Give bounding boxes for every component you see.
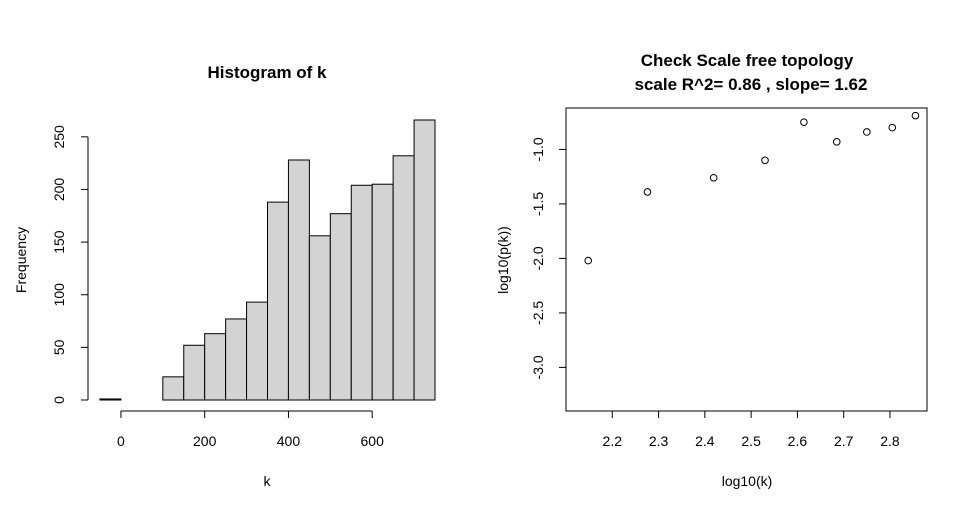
scatter-x-tick-label: 2.2 bbox=[603, 433, 623, 449]
histogram-y-tick-label: 250 bbox=[51, 125, 67, 149]
histogram-bar bbox=[287, 159, 310, 401]
histogram-x-axis-label: k bbox=[264, 473, 272, 489]
scatter-point bbox=[888, 123, 897, 132]
scatter-point bbox=[709, 173, 718, 182]
histogram-y-tick-label: 50 bbox=[51, 339, 67, 355]
histogram-y-tick-label: 200 bbox=[51, 178, 67, 202]
scatter-y-tick-label: -1.0 bbox=[530, 137, 546, 161]
scatter-point bbox=[800, 118, 808, 126]
histogram-y-tick-label: 0 bbox=[51, 396, 67, 404]
histogram-bar bbox=[267, 201, 289, 401]
scatter-y-tick-label: -3.0 bbox=[530, 355, 546, 379]
scatter-x-axis: 2.2 2.3 2.4 2.5 2.6 2.7 2.8 bbox=[603, 411, 900, 449]
scatter-point bbox=[863, 128, 871, 136]
scatter-point bbox=[761, 156, 769, 165]
scatter-x-tick-label: 2.5 bbox=[741, 433, 761, 449]
scatter-y-axis-label: log10(p(k)) bbox=[495, 226, 511, 294]
scatter-panel: Check Scale free topology scale R^2= 0.8… bbox=[495, 51, 928, 489]
scatter-x-tick-label: 2.4 bbox=[695, 433, 715, 449]
scatter-y-tick-label: -1.5 bbox=[530, 192, 546, 216]
histogram-y-axis-label: Frequency bbox=[13, 227, 29, 293]
histogram-x-axis: 0 200 400 600 bbox=[117, 410, 385, 449]
histogram-bar bbox=[413, 119, 436, 401]
scatter-x-tick-label: 2.7 bbox=[834, 433, 854, 449]
scatter-point bbox=[584, 256, 593, 265]
histogram-bar bbox=[371, 183, 394, 401]
scatter-title: Check Scale free topology bbox=[641, 51, 854, 70]
scatter-x-tick-label: 2.6 bbox=[788, 433, 808, 449]
histogram-y-axis: 0 50 100 150 200 250 bbox=[51, 125, 89, 404]
histogram-bar bbox=[308, 235, 331, 401]
histogram-bar bbox=[225, 318, 248, 401]
scatter-y-tick-label: -2.0 bbox=[530, 246, 546, 270]
histogram-title: Histogram of k bbox=[207, 63, 327, 82]
histogram-panel: Histogram of k k Frequency 0 200 400 600 0 5… bbox=[13, 63, 436, 489]
histogram-bars bbox=[99, 119, 436, 401]
histogram-bar bbox=[350, 184, 373, 401]
histogram-x-tick-label: 200 bbox=[193, 433, 217, 449]
scatter-points bbox=[584, 111, 920, 265]
scatter-x-axis-label: log10(k) bbox=[722, 473, 773, 489]
scatter-subtitle: scale R^2= 0.86 , slope= 1.62 bbox=[635, 75, 868, 94]
scatter-x-tick-label: 2.3 bbox=[649, 433, 669, 449]
scatter-point bbox=[832, 137, 841, 146]
histogram-bar bbox=[99, 398, 122, 401]
histogram-bar bbox=[183, 344, 206, 401]
scatter-point bbox=[643, 188, 652, 196]
histogram-x-tick-label: 0 bbox=[117, 433, 125, 449]
histogram-bar bbox=[329, 213, 352, 401]
histogram-bar bbox=[162, 376, 185, 401]
histogram-y-tick-label: 100 bbox=[51, 283, 67, 307]
scatter-plot-box bbox=[565, 107, 928, 412]
scatter-point bbox=[911, 111, 920, 120]
histogram-x-tick-label: 600 bbox=[361, 433, 385, 449]
histogram-bar bbox=[204, 333, 227, 401]
scatter-y-tick-label: -2.5 bbox=[530, 301, 546, 325]
histogram-y-tick-label: 150 bbox=[51, 230, 67, 254]
scatter-y-axis: -3.0 -2.5 -2.0 -1.5 -1.0 bbox=[530, 137, 566, 379]
histogram-bar bbox=[392, 155, 415, 401]
histogram-bar bbox=[246, 301, 268, 401]
scatter-x-tick-label: 2.8 bbox=[880, 433, 900, 449]
histogram-x-tick-label: 400 bbox=[277, 433, 301, 449]
